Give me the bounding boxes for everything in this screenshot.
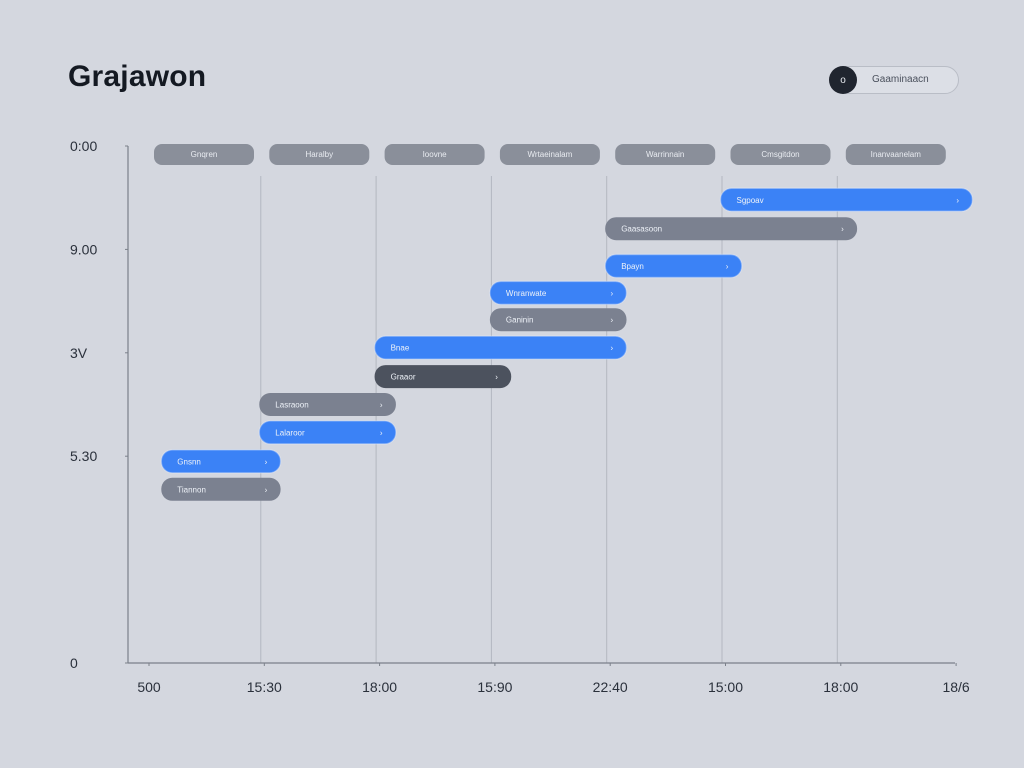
column-header-label: Wrtaeinalam xyxy=(528,150,573,159)
task-bar[interactable] xyxy=(161,477,281,501)
column-header xyxy=(499,144,600,165)
task-bar[interactable] xyxy=(489,308,627,332)
task-bar-label: Wnranwate xyxy=(506,289,547,298)
x-tick-label: 18:00 xyxy=(362,679,397,695)
column-header xyxy=(269,144,370,165)
chevron-icon: › xyxy=(380,428,383,437)
y-tick-label: 9.00 xyxy=(70,241,97,257)
task-bar-label: Gaasasoon xyxy=(621,225,662,234)
task-bar-label: Bpayn xyxy=(621,262,644,271)
column-header-label: Inanvaanelam xyxy=(871,150,922,159)
task-bar-label: Tiannon xyxy=(177,485,206,494)
task-bar-label: Gnsnn xyxy=(177,457,201,466)
chevron-icon: › xyxy=(380,401,383,410)
column-header xyxy=(384,144,485,165)
task-bar[interactable] xyxy=(373,335,628,360)
column-header-label: Cmsgitdon xyxy=(761,150,799,159)
toggle-knob-icon: o xyxy=(829,66,857,94)
column-header-label: Warrinnain xyxy=(646,150,684,159)
view-toggle[interactable]: o Gaaminaacn xyxy=(829,66,959,94)
column-header xyxy=(730,144,831,165)
chevron-icon: › xyxy=(610,289,613,298)
column-header xyxy=(154,144,254,165)
chevron-icon: › xyxy=(610,344,613,353)
task-bar[interactable] xyxy=(259,393,396,416)
task-bar-label: Sgpoav xyxy=(737,196,764,205)
x-tick-label: 500 xyxy=(137,679,161,695)
chevron-icon: › xyxy=(610,316,613,325)
x-tick-label: 18/6 xyxy=(942,679,969,695)
toggle-label: Gaaminaacn xyxy=(872,74,929,85)
chevron-icon: › xyxy=(265,485,268,494)
x-tick-label: 15:00 xyxy=(708,679,743,695)
task-bar-label: Lalaroor xyxy=(275,428,305,437)
y-tick-label: 5.30 xyxy=(70,448,97,464)
column-header xyxy=(615,144,716,165)
column-header-label: Gnqren xyxy=(191,150,218,159)
task-bar[interactable] xyxy=(604,253,743,279)
task-bar-label: Lasraoon xyxy=(275,401,308,410)
task-bar[interactable] xyxy=(258,420,397,445)
chevron-icon: › xyxy=(841,225,844,234)
task-bar-label: Bnae xyxy=(391,344,410,353)
x-tick-label: 15:90 xyxy=(477,679,512,695)
chevron-icon: › xyxy=(265,457,268,466)
x-tick-label: 18:00 xyxy=(823,679,858,695)
chevron-icon: › xyxy=(726,262,729,271)
y-tick-label: 0 xyxy=(70,655,78,671)
column-header-label: Haralby xyxy=(306,150,334,159)
task-bar[interactable] xyxy=(374,365,512,389)
task-bar-label: Graaor xyxy=(391,373,416,382)
task-bar-label: Ganinin xyxy=(506,316,534,325)
y-tick-label: 0:00 xyxy=(70,138,97,154)
column-header xyxy=(845,144,946,165)
task-bar[interactable] xyxy=(160,449,282,474)
task-bar[interactable] xyxy=(719,187,974,213)
column-header-label: Ioovne xyxy=(423,150,448,159)
chevron-icon: › xyxy=(495,373,498,382)
task-bar[interactable] xyxy=(605,217,858,241)
x-tick-label: 15:30 xyxy=(247,679,282,695)
task-bar[interactable] xyxy=(489,280,628,306)
y-tick-label: 3V xyxy=(70,345,88,361)
chevron-icon: › xyxy=(956,196,959,205)
page-title: Grajawon xyxy=(68,60,207,93)
x-tick-label: 22:40 xyxy=(593,679,628,695)
